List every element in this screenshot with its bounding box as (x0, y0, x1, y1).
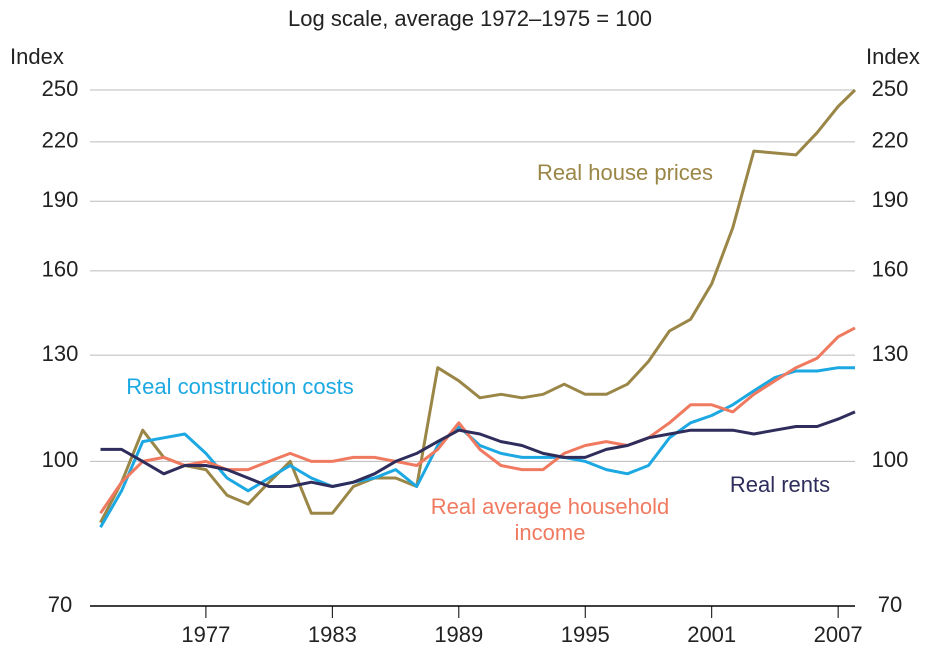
y2-tick-label: 220 (872, 128, 909, 153)
series-line (100, 410, 856, 488)
x-tick-label: 1995 (561, 622, 610, 647)
y2-tick-label: 250 (872, 76, 909, 101)
y2-axis-label: Index (866, 44, 920, 69)
y-tick-label: 250 (42, 76, 79, 101)
y2-tick-label: 130 (872, 341, 909, 366)
y2-tick-label: 100 (872, 447, 909, 472)
y2-tick-label: 70 (878, 592, 902, 617)
y-tick-label: 70 (48, 592, 72, 617)
series-label: Real house prices (536, 160, 714, 185)
series-label: Real construction costs (126, 374, 354, 399)
y-tick-label: 100 (42, 447, 79, 472)
x-tick-label: 2001 (687, 622, 736, 647)
y2-tick-label: 160 (872, 257, 909, 282)
series-line (99, 88, 857, 524)
x-tick-label: 2007 (814, 622, 863, 647)
y-tick-label: 130 (42, 341, 79, 366)
series-label: Real rents (729, 472, 831, 497)
y-tick-label: 160 (42, 257, 79, 282)
series-label: Real average household income (430, 494, 670, 545)
x-tick-label: 1989 (434, 622, 483, 647)
chart-title: Log scale, average 1972–1975 = 100 (288, 6, 652, 31)
x-tick-label: 1977 (181, 622, 230, 647)
y-tick-label: 190 (42, 187, 79, 212)
y2-tick-label: 190 (872, 187, 909, 212)
x-tick-label: 1983 (308, 622, 357, 647)
series-line (99, 366, 855, 529)
y-tick-label: 220 (42, 128, 79, 153)
y-axis-label: Index (10, 44, 64, 69)
